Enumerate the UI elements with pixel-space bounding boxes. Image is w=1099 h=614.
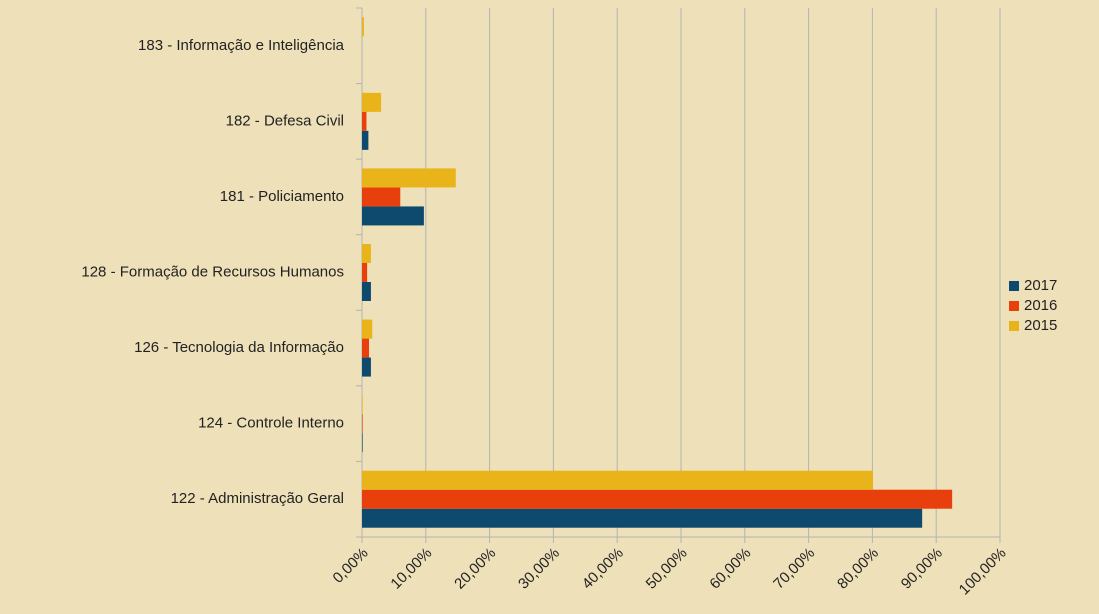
bar — [362, 433, 363, 453]
x-tick-label: 80,00% — [834, 545, 882, 593]
x-tick-label: 70,00% — [770, 545, 818, 593]
y-tick-label: 181 - Policiamento — [220, 188, 344, 205]
bar — [362, 508, 923, 528]
y-tick-label: 126 - Tecnologia da Informação — [134, 339, 344, 356]
bar — [362, 338, 370, 358]
x-tick-label: 40,00% — [579, 545, 627, 593]
x-tick-label: 50,00% — [643, 545, 691, 593]
x-tick-label: 20,00% — [451, 545, 499, 593]
y-tick-label: 183 - Informação e Inteligência — [138, 37, 345, 54]
bar — [362, 206, 424, 226]
bar — [362, 187, 401, 207]
bar — [362, 470, 874, 490]
legend-swatch — [1009, 281, 1019, 291]
x-tick-label: 0,00% — [330, 545, 372, 587]
x-tick-label: 60,00% — [706, 545, 754, 593]
bar — [362, 263, 368, 282]
x-tick-label: 100,00% — [956, 545, 1010, 599]
y-tick-label: 124 - Controle Interno — [198, 415, 344, 432]
bar — [362, 414, 363, 434]
legend-label: 2017 — [1024, 277, 1057, 294]
y-tick-label: 182 - Defesa Civil — [226, 112, 344, 129]
bar — [362, 357, 371, 377]
legend-label: 2016 — [1024, 297, 1057, 314]
legend-label: 2015 — [1024, 317, 1057, 334]
bar — [362, 282, 371, 301]
legend-swatch — [1009, 301, 1019, 311]
bar — [362, 244, 371, 263]
bar — [362, 130, 369, 150]
x-tick-label: 30,00% — [515, 545, 563, 593]
bar — [362, 17, 364, 37]
bar — [362, 111, 367, 131]
legend-swatch — [1009, 321, 1019, 331]
y-tick-label: 128 - Formação de Recursos Humanos — [81, 263, 344, 280]
x-tick-label: 90,00% — [898, 545, 946, 593]
bar — [362, 395, 363, 415]
x-tick-label: 10,00% — [387, 545, 435, 593]
y-tick-label: 122 - Administração Geral — [171, 490, 344, 507]
bar — [362, 92, 382, 112]
bar — [362, 319, 373, 339]
bar — [362, 168, 456, 188]
bar — [362, 489, 953, 509]
